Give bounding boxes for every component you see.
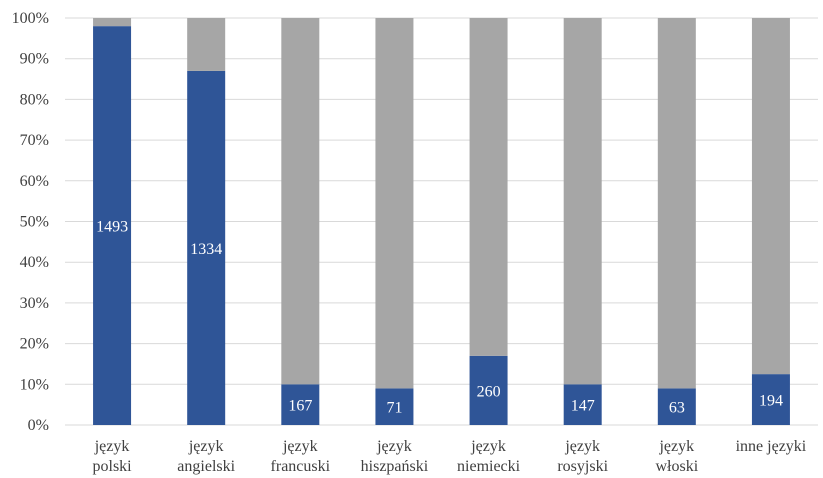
category-label: język polski: [93, 438, 133, 475]
bar-segment-remainder: [281, 18, 320, 385]
category-label: język rosyjski: [557, 438, 608, 475]
data-label: 1334: [190, 241, 222, 258]
category-label: język włoski: [655, 438, 698, 475]
data-label: 167: [288, 398, 312, 415]
category-label: język hiszpański: [361, 438, 429, 475]
category-label: język angielski: [177, 438, 235, 475]
category-labels: język polski język angielski język francuski j…: [93, 438, 807, 475]
bar-segment-primary: [657, 388, 696, 425]
bar-segment-remainder: [469, 18, 508, 356]
category-label: inne języki: [736, 438, 807, 455]
y-tick-label: 100%: [12, 10, 49, 27]
bar-segment-remainder: [93, 18, 132, 27]
bar-segment-remainder: [375, 18, 414, 389]
bar-segment-primary: [187, 70, 226, 425]
data-label: 63: [669, 400, 685, 417]
bar-segment-primary: [281, 384, 320, 425]
data-label: 194: [759, 393, 783, 410]
y-tick-label: 60%: [20, 173, 49, 190]
bars: [93, 18, 790, 425]
y-tick-label: 80%: [20, 91, 49, 108]
data-label: 71: [386, 400, 402, 417]
bar-segment-primary: [563, 384, 602, 425]
data-label: 260: [477, 383, 501, 400]
gridlines: [65, 17, 818, 426]
bar-segment-remainder: [657, 18, 696, 389]
data-label: 147: [571, 398, 595, 415]
y-tick-label: 30%: [20, 295, 49, 312]
y-axis-tick-labels: 0% 10% 20% 30% 40% 50% 60% 70% 80% 90% 100%: [12, 10, 49, 434]
bar-segment-primary: [751, 374, 790, 425]
data-labels: 1493 1334 167 71 260 147 63 194: [96, 219, 783, 417]
y-tick-label: 0%: [28, 417, 49, 434]
y-tick-label: 50%: [20, 214, 49, 231]
y-tick-label: 20%: [20, 336, 49, 353]
y-tick-label: 10%: [20, 376, 49, 393]
bar-segment-primary: [375, 388, 414, 425]
bar-segment-primary: [469, 355, 508, 425]
y-tick-label: 70%: [20, 132, 49, 149]
bar-segment-remainder: [187, 18, 226, 71]
category-label: język francuski: [271, 438, 331, 475]
y-tick-label: 40%: [20, 254, 49, 271]
y-tick-label: 90%: [20, 51, 49, 68]
bar-segment-primary: [93, 26, 132, 425]
category-label: język niemiecki: [457, 438, 521, 475]
bar-segment-remainder: [751, 18, 790, 375]
data-label: 1493: [96, 219, 128, 236]
bar-segment-remainder: [563, 18, 602, 385]
